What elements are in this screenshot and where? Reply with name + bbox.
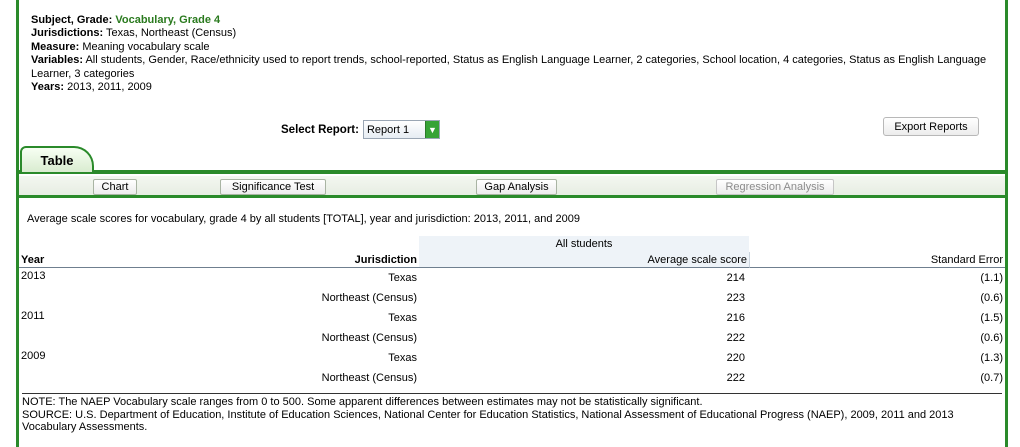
subject-value: Vocabulary, Grade 4	[115, 14, 221, 26]
table-row: 2013 Texas 214 (1.1)	[19, 268, 1005, 288]
source-text: SOURCE: U.S. Department of Education, In…	[22, 408, 954, 434]
score-cell: 222	[726, 332, 745, 344]
jurisdiction-cell: Texas	[388, 312, 417, 324]
variables-value: All students, Gender, Race/ethnicity use…	[31, 54, 987, 80]
chart-button[interactable]: Chart	[93, 179, 137, 195]
measure-label: Measure:	[31, 40, 80, 53]
select-report-row: Select Report: Report 1 ▼	[281, 120, 440, 139]
subject-grade-line: Subject, Grade: Vocabulary, Grade 4	[31, 14, 991, 27]
report-frame: Subject, Grade: Vocabulary, Grade 4 Juri…	[16, 0, 1008, 447]
subject-label: Subject, Grade:	[31, 14, 113, 26]
se-cell: (1.1)	[980, 272, 1003, 284]
table-caption: Average scale scores for vocabulary, gra…	[27, 213, 580, 225]
chevron-down-icon[interactable]: ▼	[424, 121, 439, 138]
tab-underline	[16, 170, 1008, 174]
select-report-value: Report 1	[366, 123, 410, 136]
year-cell: 2009	[21, 350, 46, 362]
jurisdiction-cell: Northeast (Census)	[321, 292, 417, 304]
table-row: Northeast (Census) 222 (0.7)	[19, 368, 1005, 388]
analysis-toolbar: Chart Significance Test Gap Analysis Reg…	[19, 176, 1005, 198]
jurisdictions-value: Texas, Northeast (Census)	[105, 27, 237, 40]
group-header-all-students: All students	[419, 236, 749, 252]
header-left: Year Jurisdiction	[19, 252, 419, 268]
variables-label: Variables:	[31, 54, 83, 67]
measure-line: Measure: Meaning vocabulary scale	[31, 41, 991, 54]
tab-table[interactable]: Table	[20, 146, 94, 172]
header-score-label: Average scale score	[647, 254, 747, 266]
jurisdiction-cell: Texas	[388, 352, 417, 364]
years-label: Years:	[31, 81, 65, 94]
report-criteria: Subject, Grade: Vocabulary, Grade 4 Juri…	[31, 14, 991, 94]
header-se: Standard Error	[749, 252, 1005, 268]
jurisdictions-line: Jurisdictions: Texas, Northeast (Census)	[31, 27, 991, 40]
select-report-label: Select Report:	[281, 123, 359, 136]
header-jurisdiction: Jurisdiction	[354, 254, 417, 266]
table-row: Northeast (Census) 223 (0.6)	[19, 288, 1005, 308]
header-score: Average scale score	[419, 252, 749, 268]
year-cell: 2011	[21, 310, 45, 322]
se-cell: (0.6)	[980, 332, 1003, 344]
se-cell: (1.5)	[980, 312, 1003, 324]
select-report-dropdown[interactable]: Report 1 ▼	[362, 120, 440, 139]
header-se-label: Standard Error	[930, 254, 1003, 266]
jurisdiction-cell: Northeast (Census)	[321, 332, 417, 344]
table-row: Northeast (Census) 222 (0.6)	[19, 328, 1005, 348]
jurisdiction-cell: Texas	[388, 272, 417, 284]
table-row: 2011 Texas 216 (1.5)	[19, 308, 1005, 328]
years-value: 2013, 2011, 2009	[67, 81, 152, 94]
table-row: 2009 Texas 220 (1.3)	[19, 348, 1005, 368]
se-cell: (0.6)	[980, 292, 1003, 304]
variables-line: Variables: All students, Gender, Race/et…	[31, 54, 991, 81]
regression-analysis-button[interactable]: Regression Analysis	[716, 179, 834, 195]
jurisdictions-label: Jurisdictions:	[31, 27, 104, 40]
score-cell: 223	[726, 292, 745, 304]
gap-analysis-button[interactable]: Gap Analysis	[476, 179, 557, 195]
note-text: NOTE: The NAEP Vocabulary scale ranges f…	[22, 396, 703, 408]
year-cell: 2013	[21, 270, 46, 282]
export-reports-button[interactable]: Export Reports	[883, 117, 979, 136]
se-cell: (1.3)	[980, 352, 1003, 364]
table-notes: NOTE: The NAEP Vocabulary scale ranges f…	[22, 393, 1002, 434]
jurisdiction-cell: Northeast (Census)	[321, 372, 417, 384]
tab-bar: Table	[16, 146, 1008, 176]
score-cell: 214	[726, 272, 745, 284]
se-cell: (0.7)	[980, 372, 1003, 384]
measure-value: Meaning vocabulary scale	[82, 40, 210, 53]
score-cell: 220	[726, 352, 745, 364]
significance-test-button[interactable]: Significance Test	[220, 179, 326, 195]
score-cell: 216	[726, 312, 745, 324]
header-year: Year	[21, 254, 45, 266]
score-cell: 222	[726, 372, 745, 384]
years-line: Years: 2013, 2011, 2009	[31, 81, 991, 94]
